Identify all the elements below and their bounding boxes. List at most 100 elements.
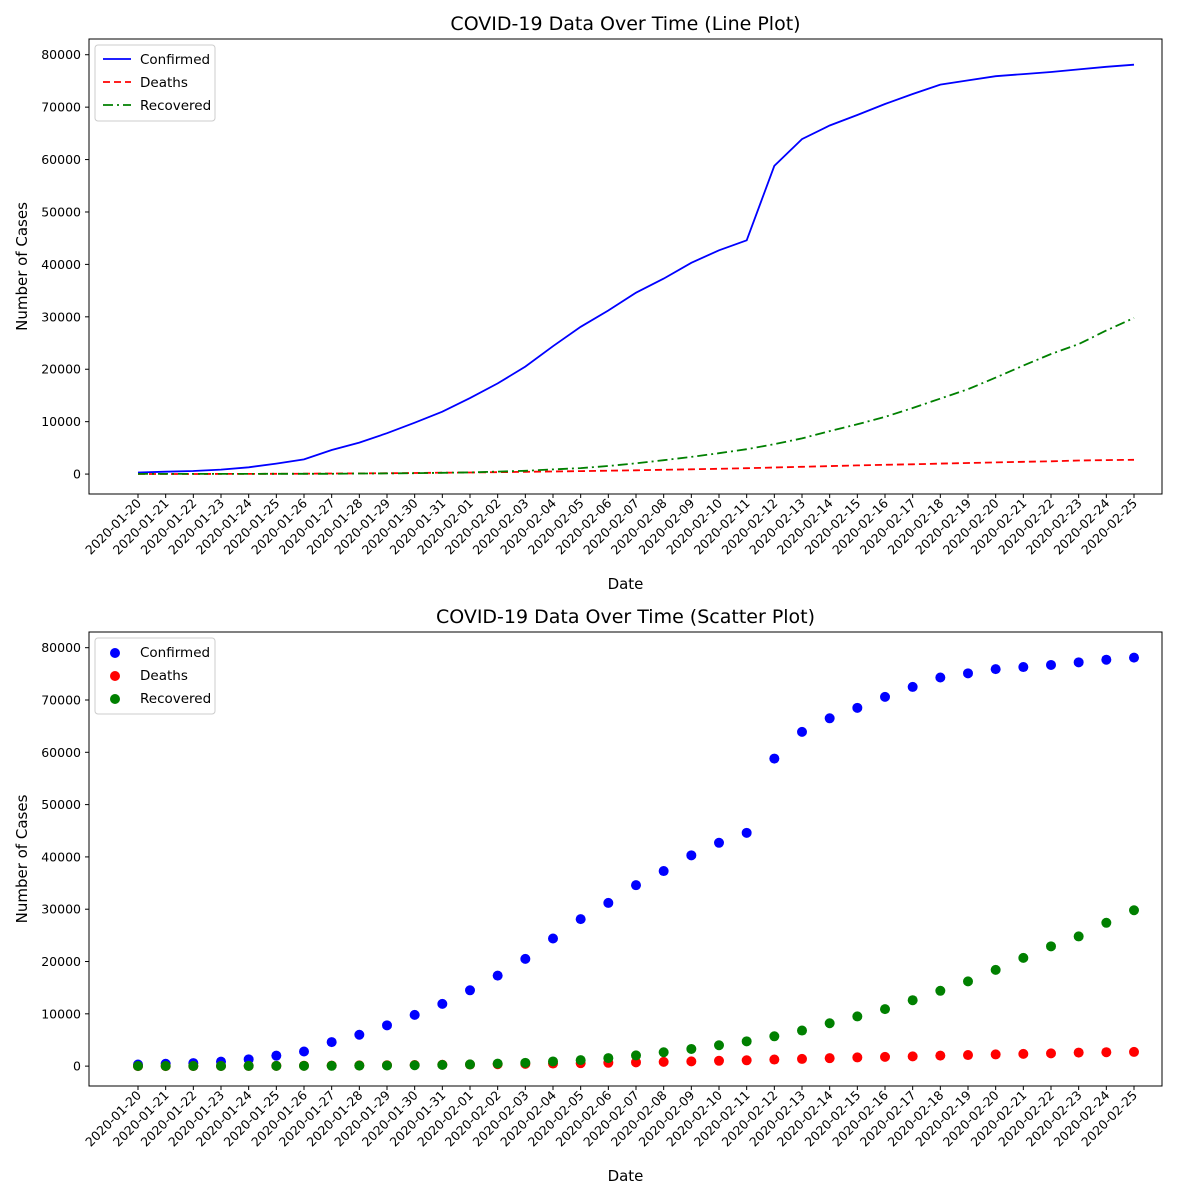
legend-label-confirmed: Confirmed	[140, 645, 210, 661]
point-deaths	[1101, 1047, 1112, 1058]
point-deaths	[1129, 1046, 1139, 1057]
y-tick-label: 30000	[41, 902, 81, 917]
point-confirmed	[824, 713, 835, 724]
point-confirmed	[880, 691, 890, 702]
point-confirmed	[354, 1029, 365, 1040]
point-deaths	[658, 1056, 669, 1067]
point-confirmed	[492, 970, 503, 981]
y-tick-label: 60000	[41, 152, 81, 167]
point-recovered	[1018, 952, 1029, 963]
chart-2: COVID-19 Data Over Time (Scatter Plot) 0 1…	[13, 606, 1163, 1185]
point-confirmed	[1018, 662, 1029, 673]
point-recovered	[907, 995, 918, 1006]
point-deaths	[907, 1051, 918, 1062]
point-recovered	[492, 1058, 503, 1069]
point-recovered	[548, 1056, 558, 1067]
point-confirmed	[575, 914, 586, 925]
point-confirmed	[935, 672, 946, 683]
legend-label-recovered: Recovered	[140, 691, 211, 707]
legend: Confirmed Deaths Recovered	[94, 44, 216, 122]
y-axis-label: Number of Cases	[13, 794, 31, 923]
series-line-confirmed	[137, 63, 1135, 474]
y-tick-label: 70000	[41, 692, 81, 707]
point-deaths	[1018, 1048, 1029, 1059]
point-confirmed	[326, 1037, 337, 1048]
legend-label-confirmed: Confirmed	[140, 52, 210, 68]
y-tick-label: 0	[73, 1059, 81, 1074]
point-confirmed	[437, 998, 448, 1009]
point-confirmed	[1129, 652, 1139, 663]
point-deaths	[741, 1055, 752, 1066]
point-recovered	[1129, 905, 1139, 916]
point-confirmed	[409, 1009, 420, 1020]
point-deaths	[880, 1051, 890, 1062]
y-tick-label: 30000	[41, 309, 81, 324]
point-deaths	[963, 1050, 973, 1061]
y-tick-label: 70000	[41, 100, 81, 115]
point-recovered	[963, 976, 973, 987]
point-confirmed	[907, 681, 918, 692]
y-tick-label: 80000	[41, 47, 81, 62]
point-deaths	[1046, 1048, 1056, 1059]
legend-swatch-recovered	[110, 694, 120, 704]
point-confirmed	[548, 933, 558, 944]
point-recovered	[631, 1050, 641, 1061]
point-recovered	[409, 1060, 420, 1071]
x-axis-label: Date	[608, 1167, 644, 1185]
point-recovered	[1101, 917, 1112, 928]
point-deaths	[935, 1050, 946, 1061]
point-confirmed	[852, 702, 863, 713]
y-tick-label: 0	[73, 467, 81, 482]
point-deaths	[631, 1057, 641, 1068]
point-recovered	[824, 1018, 835, 1029]
series-line-recovered	[138, 317, 1135, 475]
legend-box	[94, 637, 216, 715]
point-recovered	[271, 1060, 282, 1071]
point-recovered	[935, 985, 946, 996]
y-tick-label: 20000	[41, 362, 81, 377]
legend: Confirmed Deaths Recovered	[94, 637, 216, 715]
y-tick-label: 80000	[41, 640, 81, 655]
legend-label-deaths: Deaths	[140, 668, 188, 684]
point-confirmed	[465, 985, 475, 996]
y-axis-label: Number of Cases	[13, 202, 31, 331]
point-recovered	[797, 1025, 807, 1036]
y-tick-label: 50000	[41, 797, 81, 812]
chart-1: COVID-19 Data Over Time (Line Plot) 0 1000…	[13, 13, 1163, 593]
point-recovered	[133, 1060, 143, 1071]
point-confirmed	[1073, 657, 1084, 668]
point-confirmed	[963, 668, 973, 679]
point-recovered	[741, 1036, 752, 1047]
point-confirmed	[603, 897, 614, 908]
point-deaths	[797, 1053, 807, 1064]
point-confirmed	[658, 866, 669, 877]
point-confirmed	[1101, 654, 1112, 665]
point-deaths	[714, 1055, 724, 1066]
point-recovered	[1046, 941, 1056, 952]
point-recovered	[714, 1040, 724, 1051]
point-recovered	[437, 1059, 448, 1070]
chart-title: COVID-19 Data Over Time (Scatter Plot)	[436, 606, 815, 628]
point-recovered	[990, 964, 1001, 975]
point-confirmed	[769, 753, 780, 764]
chart-title: COVID-19 Data Over Time (Line Plot)	[450, 13, 800, 35]
point-confirmed	[382, 1020, 392, 1031]
legend-label-deaths: Deaths	[140, 75, 188, 91]
y-tick-label: 10000	[41, 1006, 81, 1021]
point-recovered	[354, 1060, 365, 1071]
point-recovered	[852, 1011, 863, 1022]
point-recovered	[575, 1055, 586, 1066]
point-confirmed	[714, 837, 724, 848]
point-recovered	[658, 1047, 669, 1058]
legend-label-recovered: Recovered	[140, 98, 211, 114]
y-tick-label: 20000	[41, 954, 81, 969]
y-tick-label: 40000	[41, 849, 81, 864]
point-recovered	[216, 1060, 226, 1071]
y-tick-label: 10000	[41, 414, 81, 429]
point-confirmed	[631, 880, 641, 891]
point-recovered	[686, 1043, 697, 1054]
x-axis-label: Date	[608, 575, 644, 593]
point-deaths	[686, 1056, 697, 1067]
point-confirmed	[990, 664, 1001, 675]
